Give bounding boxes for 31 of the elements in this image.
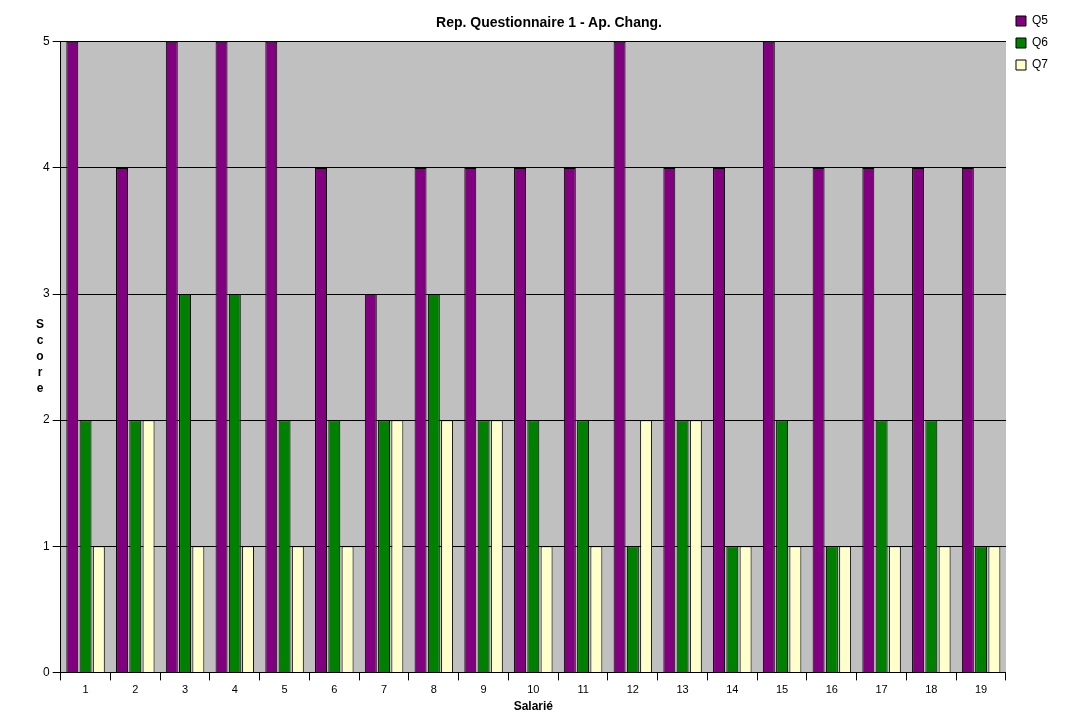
x-tick-label: 6	[331, 682, 338, 695]
chart-title: Rep. Questionnaire 1 - Ap. Chang.	[436, 14, 662, 31]
x-tick-label: 1	[82, 682, 89, 695]
x-tick-label: 4	[231, 682, 238, 695]
x-tick-label: 17	[875, 682, 888, 695]
x-tick-label: 8	[430, 682, 437, 695]
y-tick-label: 1	[42, 538, 50, 553]
y-tick-label: 5	[42, 34, 50, 49]
y-tick-label: 2	[42, 412, 50, 427]
y-axis-title: Score	[35, 317, 45, 396]
legend-label: Q5	[1031, 13, 1049, 28]
x-tick-label: 3	[182, 682, 189, 695]
y-tick-label: 0	[42, 664, 50, 679]
x-tick-label: 5	[281, 682, 288, 695]
x-tick-label: 9	[480, 682, 487, 695]
legend-label: Q7	[1031, 57, 1049, 72]
y-tick-label: 4	[42, 160, 50, 175]
x-tick-label: 13	[676, 682, 689, 695]
x-tick-label: 19	[974, 682, 988, 695]
x-tick-label: 12	[626, 682, 639, 695]
x-tick-label: 7	[381, 682, 388, 695]
x-tick-label: 2	[132, 682, 139, 695]
x-tick-label: 11	[577, 682, 589, 695]
x-tick-label: 16	[825, 682, 838, 695]
legend-label: Q6	[1031, 35, 1049, 50]
x-axis-title: Salarié	[513, 699, 554, 714]
x-tick-label: 15	[775, 682, 789, 695]
x-tick-label: 14	[726, 682, 739, 695]
x-tick-label: 10	[527, 682, 540, 695]
x-tick-label: 18	[925, 682, 938, 695]
y-tick-label: 3	[42, 286, 50, 301]
